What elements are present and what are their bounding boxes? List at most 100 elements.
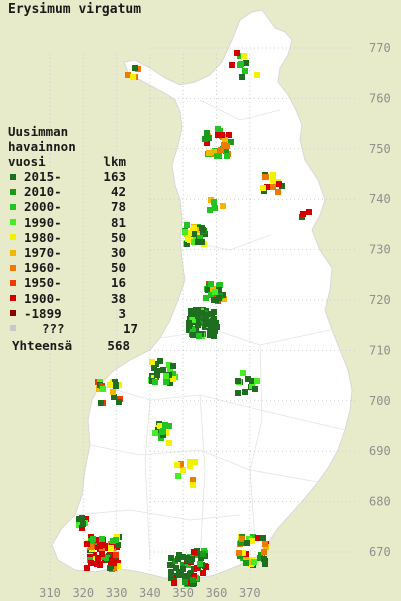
observation-square [270, 172, 276, 178]
observation-square [275, 189, 281, 195]
observation-square [214, 153, 220, 159]
y-tick-label: 700 [369, 394, 391, 408]
observation-square [110, 389, 116, 395]
observation-square [238, 61, 244, 67]
map-title: Erysimum virgatum [8, 2, 142, 17]
observation-square [211, 297, 217, 303]
legend-row: 1970- 30 [8, 245, 138, 260]
legend-heading: Uusimman havainnon vuosi lkm [8, 124, 138, 169]
observation-square [206, 135, 212, 141]
observation-square [130, 74, 136, 80]
legend-row: 1990- 81 [8, 215, 138, 230]
legend-row-count: 3 [118, 305, 126, 321]
observation-square [212, 289, 218, 295]
y-tick-label: 750 [369, 142, 391, 156]
observation-square [196, 333, 202, 339]
observation-square [108, 545, 114, 551]
observation-square [175, 473, 181, 479]
observation-square [97, 562, 103, 568]
observation-square [95, 555, 101, 561]
observation-square [84, 565, 90, 571]
observation-square [190, 317, 196, 323]
observation-square [80, 521, 86, 527]
legend-year-header: vuosi [8, 154, 46, 169]
legend-row-label: 2010- [24, 184, 62, 200]
observation-square [95, 537, 101, 543]
legend-row-label: 1950- [24, 275, 62, 291]
observation-square [168, 555, 174, 561]
observation-square [243, 60, 249, 66]
observation-square [167, 380, 173, 386]
observation-square [211, 149, 217, 155]
observation-square [220, 203, 226, 209]
observation-square [221, 142, 227, 148]
legend: Uusimman havainnon vuosi lkm 2015- 163 201… [8, 124, 138, 353]
observation-square [157, 423, 163, 429]
observation-square [260, 185, 266, 191]
observation-square [166, 423, 172, 429]
observation-square [240, 550, 246, 556]
observation-square [190, 477, 196, 483]
observation-square [240, 370, 246, 376]
legend-row: 1980- 50 [8, 230, 138, 245]
legend-row-label: 1900- [24, 290, 62, 306]
legend-row: 2010- 42 [8, 184, 138, 199]
observation-square [276, 181, 282, 187]
observation-square [212, 328, 218, 334]
y-tick-label: 680 [369, 495, 391, 509]
legend-swatch [10, 264, 16, 271]
observation-square [229, 62, 235, 68]
legend-row-label: 2015- [24, 169, 62, 185]
observation-square [193, 307, 199, 313]
observation-square [166, 362, 172, 368]
observation-square [113, 552, 119, 558]
observation-square [199, 239, 205, 245]
observation-square [251, 559, 257, 565]
observation-square [149, 359, 155, 365]
y-tick-label: 770 [369, 41, 391, 55]
observation-square [186, 327, 192, 333]
observation-square [194, 565, 200, 571]
observation-square [262, 561, 268, 567]
legend-heading-line-1: Uusimman [8, 124, 69, 139]
observation-square [217, 282, 223, 288]
observation-square [116, 399, 122, 405]
observation-square [173, 565, 179, 571]
observation-square [186, 323, 192, 329]
observation-square [228, 139, 234, 145]
observation-square [88, 544, 94, 550]
legend-row-label: 1980- [24, 229, 62, 245]
observation-square [79, 515, 85, 521]
observation-square [88, 538, 94, 544]
observation-square [180, 562, 186, 568]
observation-square [254, 378, 260, 384]
observation-square [261, 549, 267, 555]
observation-square [226, 132, 232, 138]
observation-square [154, 368, 160, 374]
observation-square [111, 560, 117, 566]
legend-swatch [10, 188, 16, 195]
observation-square [212, 205, 218, 211]
observation-square [170, 376, 176, 382]
observation-square [216, 295, 222, 301]
legend-row: 2015- 163 [8, 169, 138, 184]
observation-square [115, 542, 121, 548]
observation-square [202, 136, 208, 142]
observation-square [191, 225, 197, 231]
y-tick-label: 690 [369, 444, 391, 458]
observation-square [97, 543, 103, 549]
observation-square [206, 150, 212, 156]
x-tick-label: 340 [139, 586, 161, 600]
observation-square [154, 372, 160, 378]
observation-square [182, 579, 188, 585]
observation-square [180, 554, 186, 560]
legend-row-label: -1899 [24, 305, 62, 321]
legend-swatch [10, 310, 16, 317]
observation-square [197, 561, 203, 567]
y-tick-label: 720 [369, 293, 391, 307]
observation-square [234, 50, 240, 56]
observation-square [170, 371, 176, 377]
observation-square [153, 361, 159, 367]
observation-square [111, 394, 117, 400]
